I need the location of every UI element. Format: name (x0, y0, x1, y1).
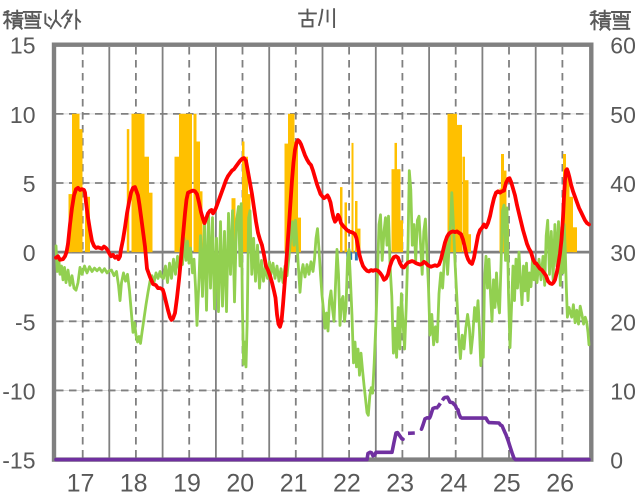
svg-text:22: 22 (333, 470, 361, 498)
svg-text:10: 10 (610, 378, 636, 404)
svg-text:-10: -10 (2, 378, 35, 404)
svg-text:21: 21 (280, 470, 308, 498)
svg-text:40: 40 (610, 171, 636, 197)
svg-text:5: 5 (23, 171, 36, 197)
svg-text:26: 26 (546, 470, 574, 498)
svg-text:50: 50 (610, 102, 636, 128)
svg-text:23: 23 (386, 470, 414, 498)
svg-text:18: 18 (120, 470, 148, 498)
svg-text:19: 19 (173, 470, 201, 498)
svg-text:60: 60 (610, 33, 636, 59)
svg-text:30: 30 (610, 240, 636, 266)
svg-text:25: 25 (493, 470, 521, 498)
svg-text:17: 17 (67, 470, 95, 498)
svg-text:-15: -15 (2, 448, 35, 474)
svg-text:20: 20 (226, 470, 254, 498)
svg-text:10: 10 (10, 102, 36, 128)
svg-text:24: 24 (440, 470, 468, 498)
svg-text:20: 20 (610, 309, 636, 335)
svg-text:0: 0 (610, 448, 623, 474)
svg-text:-5: -5 (15, 309, 35, 335)
svg-text:0: 0 (23, 240, 36, 266)
svg-text:15: 15 (10, 33, 36, 59)
